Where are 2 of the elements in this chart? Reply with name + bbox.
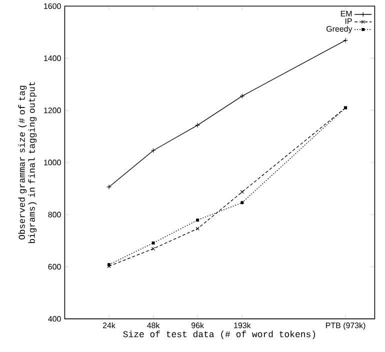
x-axis-title: Size of test data (# of word tokens) [123, 330, 316, 339]
y-axis-title: Observed grammar size (# of tag bigrams) in final tagging output [18, 82, 37, 243]
